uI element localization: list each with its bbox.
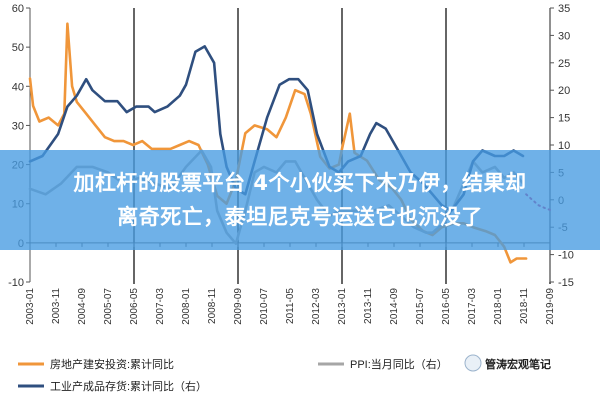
watermark-logo-icon: [464, 354, 482, 372]
left-tick-label: 40: [12, 81, 24, 93]
x-tick-label: 2010-07: [259, 288, 270, 325]
banner-line-1[interactable]: 加杠杆的股票平台 4个小伙买下木乃伊，结果却: [73, 171, 527, 195]
left-tick-label: 30: [12, 120, 24, 132]
x-tick-label: 2003-01: [25, 288, 36, 325]
x-tick-label: 2003-11: [51, 288, 62, 324]
legend-label: 工业产成品存货:累计同比（右）: [50, 379, 207, 393]
x-tick-label: 2018-01: [493, 288, 504, 325]
legend-label: 房地产建安投资:累计同比: [50, 357, 174, 371]
right-tick-label: 30: [558, 30, 570, 42]
x-tick-label: 2004-09: [77, 288, 88, 325]
right-tick-label: 35: [558, 3, 570, 15]
x-tick-label: 2008-01: [181, 288, 192, 325]
right-tick-label: 25: [558, 58, 570, 70]
watermark: 管涛宏观笔记: [464, 354, 551, 372]
legend-label: PPI:当月同比（右）: [350, 357, 448, 371]
x-tick-label: 2013-11: [363, 288, 374, 324]
left-tick-label: 50: [12, 42, 24, 54]
x-tick-label: 2017-03: [467, 288, 478, 325]
right-tick-label: 10: [558, 140, 570, 152]
x-tick-label: 2007-03: [155, 288, 166, 325]
x-tick-label: 2015-07: [415, 288, 426, 325]
x-tick-label: 2013-01: [337, 288, 348, 325]
banner-line-2[interactable]: 离奇死亡，泰坦尼克号运送它也沉没了: [117, 205, 483, 229]
x-tick-label: 2009-09: [233, 288, 244, 325]
left-tick-label: -10: [8, 277, 24, 289]
right-tick-label: 15: [558, 113, 570, 125]
x-tick-label: 2018-11: [519, 288, 530, 324]
x-tick-label: 2012-03: [311, 288, 322, 325]
x-tick-label: 2011-05: [285, 288, 296, 324]
x-tick-label: 2019-09: [545, 288, 556, 325]
right-tick-label: -15: [558, 277, 574, 289]
right-tick-label: 20: [558, 85, 570, 97]
watermark-text: 管涛宏观笔记: [485, 357, 551, 371]
x-tick-label: 2008-11: [207, 288, 218, 324]
right-tick-label: -10: [558, 250, 574, 262]
x-tick-label: 2005-07: [103, 288, 114, 325]
x-tick-label: 2016-05: [441, 288, 452, 325]
left-tick-label: 60: [12, 3, 24, 15]
news-banner[interactable]: 加杠杆的股票平台 4个小伙买下木乃伊，结果却 离奇死亡，泰坦尼克号运送它也沉没了: [0, 150, 600, 250]
x-tick-label: 2014-09: [389, 288, 400, 325]
x-tick-label: 2006-05: [129, 288, 140, 325]
